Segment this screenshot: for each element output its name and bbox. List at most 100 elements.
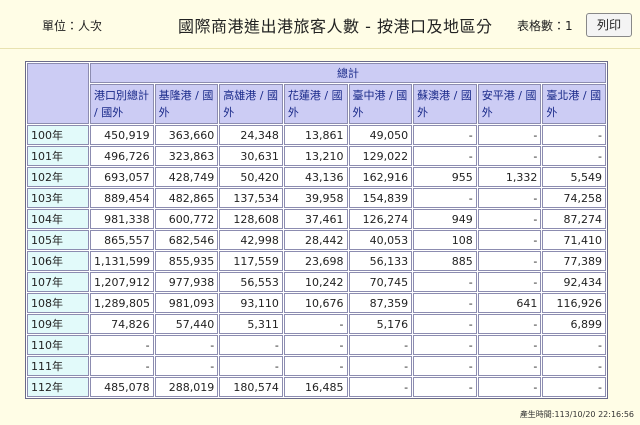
data-cell: 162,916 xyxy=(348,167,413,187)
data-cell: 93,110 xyxy=(219,293,283,313)
data-cell: - xyxy=(413,356,477,376)
data-cell: 496,726 xyxy=(90,146,154,166)
data-cell: - xyxy=(413,335,477,355)
data-cell: 30,631 xyxy=(219,146,283,166)
header-row: 港口別總計 / 國外 基隆港 / 國外 高雄港 / 國外 花蓮港 / 國外 臺中港 / … xyxy=(27,84,606,124)
data-row: 104年 981,338 600,772 128,608 37,461 126,274 94… xyxy=(27,209,606,229)
column-header: 臺中港 / 國外 xyxy=(348,84,413,124)
data-cell: 1,131,599 xyxy=(90,251,154,271)
data-cell: - xyxy=(477,188,542,208)
data-cell: - xyxy=(413,272,477,292)
column-header: 安平港 / 國外 xyxy=(477,84,542,124)
data-cell: - xyxy=(413,314,477,334)
data-cell: 1,207,912 xyxy=(90,272,154,292)
print-button[interactable]: 列印 xyxy=(586,13,632,37)
data-cell: 955 xyxy=(413,167,477,187)
row-header: 104年 xyxy=(27,209,89,229)
data-cell: 10,242 xyxy=(283,272,348,292)
data-cell: 154,839 xyxy=(348,188,413,208)
data-cell: 57,440 xyxy=(154,314,219,334)
data-cell: - xyxy=(477,251,542,271)
header-row: 總計 xyxy=(27,63,606,124)
data-row: 103年 889,454 482,865 137,534 39,958 154,839- -… xyxy=(27,188,606,208)
data-cell: - xyxy=(477,272,542,292)
data-cell: 87,359 xyxy=(348,293,413,313)
data-cell: 56,133 xyxy=(348,251,413,271)
data-cell: - xyxy=(477,209,542,229)
generated-time: 產生時間:113/10/20 22:16:56 xyxy=(519,410,634,419)
data-row: 105年 865,557 682,546 42,998 28,442 40,053 108-… xyxy=(27,230,606,250)
data-cell: - xyxy=(477,230,542,250)
data-cell: - xyxy=(283,335,348,355)
data-cell: 137,534 xyxy=(219,188,283,208)
data-cell: - xyxy=(413,188,477,208)
data-cell: - xyxy=(90,356,154,376)
data-cell: - xyxy=(477,377,542,397)
data-cell: 71,410 xyxy=(542,230,606,250)
column-header: 蘇澳港 / 國外 xyxy=(413,84,477,124)
data-cell: 24,348 xyxy=(219,125,283,145)
data-row: 102年 693,057 428,749 50,420 43,136 162,916 955… xyxy=(27,167,606,187)
row-header: 111年 xyxy=(27,356,89,376)
data-cell: 28,442 xyxy=(283,230,348,250)
data-row: 110年 - - - - - - - - xyxy=(27,335,606,355)
table-body: 100年 450,919 363,660 24,348 13,861 49,050- - -1… xyxy=(27,125,606,397)
data-cell: 43,136 xyxy=(283,167,348,187)
data-cell: 16,485 xyxy=(283,377,348,397)
table-count: 表格數：1 xyxy=(517,19,573,33)
data-cell: 40,053 xyxy=(348,230,413,250)
column-header: 港口別總計 / 國外 xyxy=(90,84,154,124)
row-header: 106年 xyxy=(27,251,89,271)
data-cell: - xyxy=(477,356,542,376)
data-cell: 49,050 xyxy=(348,125,413,145)
row-header: 107年 xyxy=(27,272,89,292)
data-cell: 1,332 xyxy=(477,167,542,187)
data-cell: 92,434 xyxy=(542,272,606,292)
data-cell: 37,461 xyxy=(283,209,348,229)
data-cell: 108 xyxy=(413,230,477,250)
data-cell: 682,546 xyxy=(154,230,219,250)
data-cell: 74,258 xyxy=(542,188,606,208)
data-cell: 5,176 xyxy=(348,314,413,334)
data-cell: 50,420 xyxy=(219,167,283,187)
data-cell: 126,274 xyxy=(348,209,413,229)
row-header: 103年 xyxy=(27,188,89,208)
data-cell: - xyxy=(477,146,542,166)
data-cell: 77,389 xyxy=(542,251,606,271)
data-cell: - xyxy=(413,293,477,313)
data-cell: 641 xyxy=(477,293,542,313)
data-cell: 288,019 xyxy=(154,377,219,397)
data-cell: - xyxy=(413,125,477,145)
data-row: 108年 1,289,805 981,093 93,110 10,676 87,359-6… xyxy=(27,293,606,313)
data-cell: 39,958 xyxy=(283,188,348,208)
data-cell: 977,938 xyxy=(154,272,219,292)
data-cell: - xyxy=(542,125,606,145)
data-cell: - xyxy=(348,356,413,376)
data-cell: 13,210 xyxy=(283,146,348,166)
data-cell: 865,557 xyxy=(90,230,154,250)
data-cell: 5,311 xyxy=(219,314,283,334)
column-header: 高雄港 / 國外 xyxy=(219,84,283,124)
page-title: 國際商港進出港旅客人數 - 按港口及地區分 xyxy=(178,17,493,36)
data-cell: 981,093 xyxy=(154,293,219,313)
row-header: 108年 xyxy=(27,293,89,313)
corner-cell xyxy=(27,63,89,124)
data-row: 111年 - - - - - - - - xyxy=(27,356,606,376)
data-cell: - xyxy=(542,356,606,376)
data-cell: 855,935 xyxy=(154,251,219,271)
data-row: 109年 74,826 57,440 5,311-5,176- -6,899 xyxy=(27,314,606,334)
data-cell: 428,749 xyxy=(154,167,219,187)
data-cell: 13,861 xyxy=(283,125,348,145)
data-cell: 56,553 xyxy=(219,272,283,292)
data-cell: 693,057 xyxy=(90,167,154,187)
data-cell: 6,899 xyxy=(542,314,606,334)
data-cell: - xyxy=(154,356,219,376)
data-cell: 889,454 xyxy=(90,188,154,208)
data-cell: - xyxy=(348,377,413,397)
data-cell: - xyxy=(219,356,283,376)
data-row: 112年 485,078 288,019 180,574 16,485- - - - xyxy=(27,377,606,397)
row-header: 101年 xyxy=(27,146,89,166)
data-cell: - xyxy=(219,335,283,355)
data-cell: - xyxy=(542,377,606,397)
data-cell: 117,559 xyxy=(219,251,283,271)
